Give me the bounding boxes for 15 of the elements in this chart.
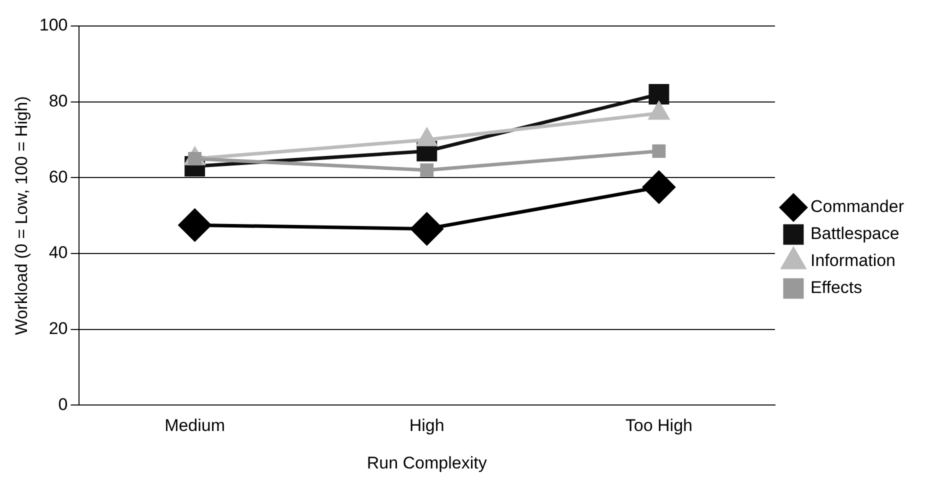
legend-label: Information <box>810 251 896 270</box>
legend-label: Battlespace <box>810 224 900 244</box>
y-tick-label: 100 <box>39 16 68 35</box>
y-tick-label: 60 <box>48 167 68 186</box>
x-tick-label: High <box>409 416 444 436</box>
y-tick-label: 0 <box>58 394 68 414</box>
x-tick-label: Too High <box>625 416 692 436</box>
y-tick-label: 40 <box>48 243 68 262</box>
y-tick-label: 20 <box>48 319 68 338</box>
legend-label: Commander <box>810 197 904 216</box>
legend-label: Effects <box>810 278 862 298</box>
x-axis-title: Run Complexity <box>366 453 488 472</box>
y-tick-label: 80 <box>48 92 68 111</box>
x-tick-label: Medium <box>164 416 226 436</box>
y-axis-title: Workload (0 = Low, 100 = High) <box>12 96 31 335</box>
